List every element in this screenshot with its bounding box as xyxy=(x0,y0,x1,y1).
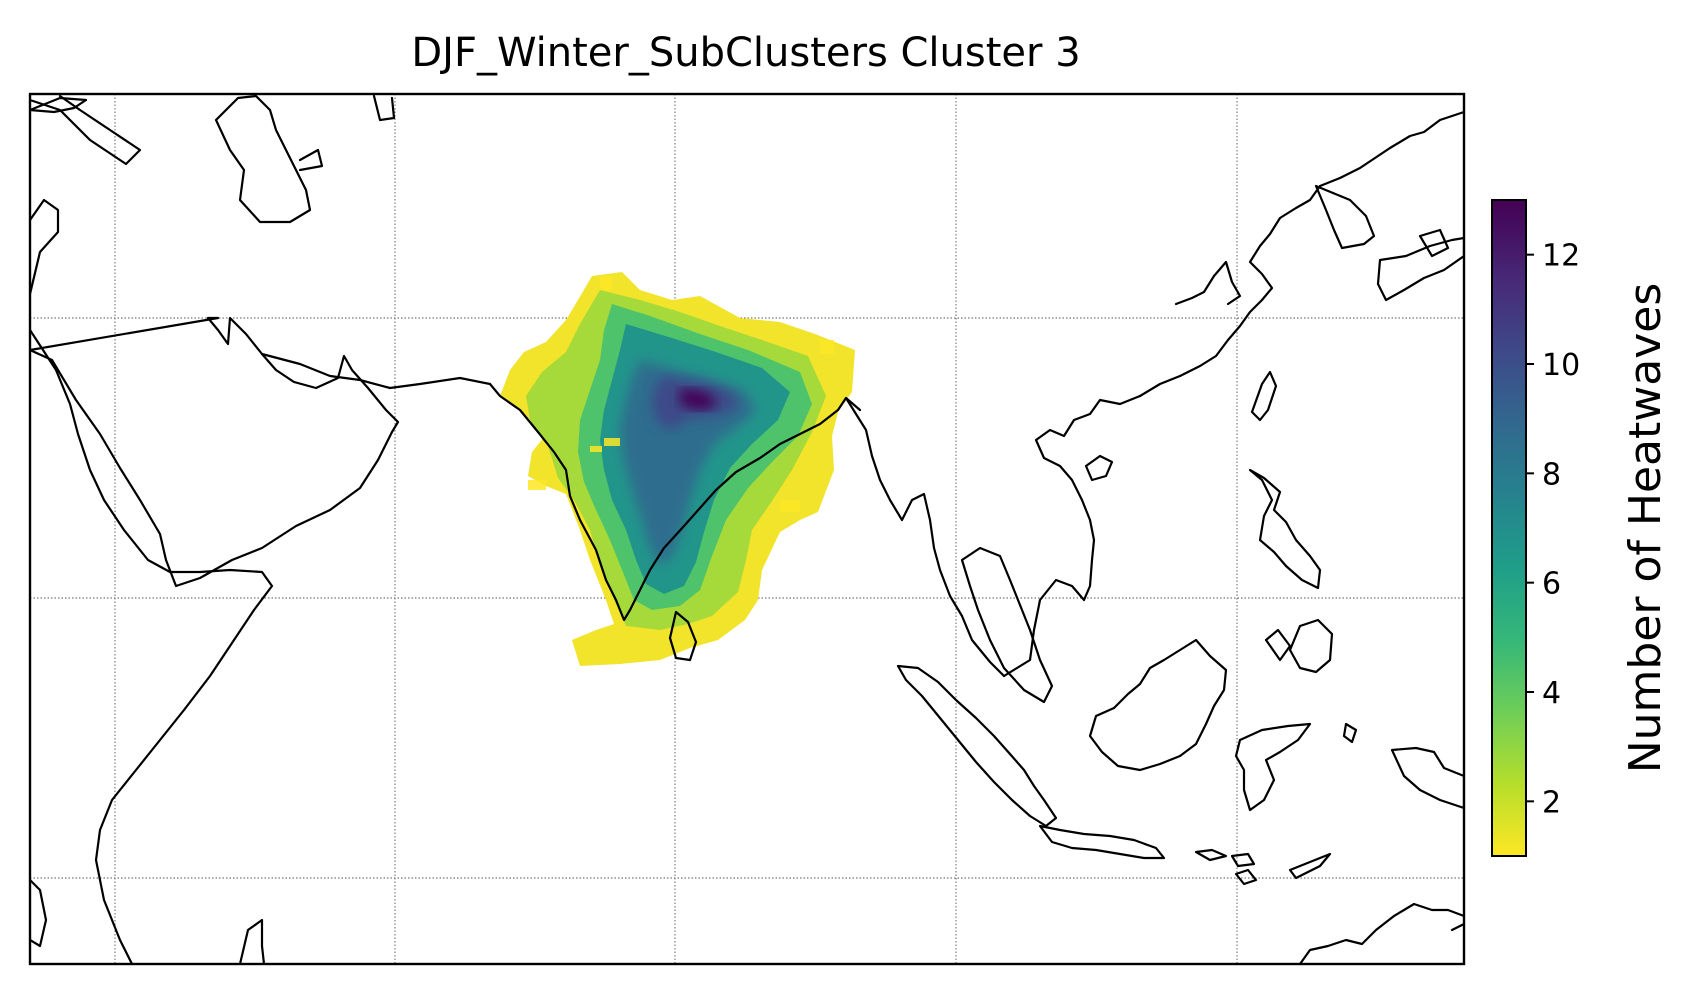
colorbar-ticks: 2 4 6 8 10 12 xyxy=(1526,239,1580,820)
colorbar: 2 4 6 8 10 12 Number of Heatwaves xyxy=(1491,199,1671,857)
map-title: DJF_Winter_SubClusters Cluster 3 xyxy=(411,30,1080,76)
map-panel xyxy=(30,94,1464,964)
colorbar-label: Number of Heatwaves xyxy=(1620,283,1671,774)
colorbar-tick-label: 6 xyxy=(1542,567,1561,602)
colorbar-tick-label: 12 xyxy=(1542,239,1580,274)
coastlines xyxy=(30,94,1464,964)
colorbar-tick-label: 4 xyxy=(1542,676,1561,711)
heatwave-field xyxy=(500,272,855,666)
colorbar-tick-label: 2 xyxy=(1542,785,1561,820)
colorbar-gradient xyxy=(1491,199,1527,857)
map-frame xyxy=(28,92,1466,966)
colorbar-tick-label: 8 xyxy=(1542,457,1561,492)
colorbar-tick-label: 10 xyxy=(1542,348,1580,383)
